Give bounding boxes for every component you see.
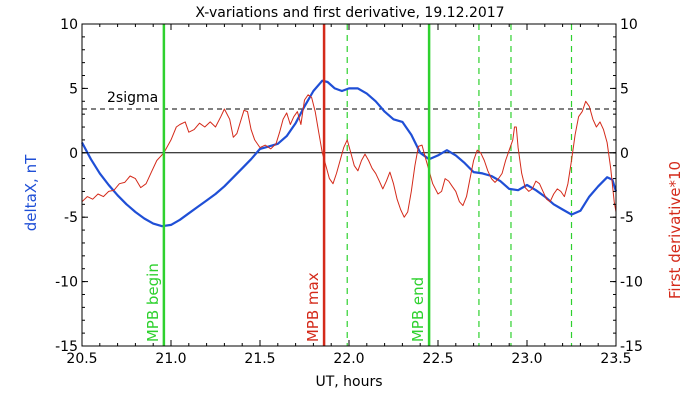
x-tick-label: 20.5 (66, 351, 97, 367)
x-tick-label: 23.5 (600, 351, 631, 367)
marker-label: MPB begin (144, 263, 162, 342)
x-axis-label: UT, hours (315, 374, 382, 390)
x-tick-label: 21.5 (244, 351, 275, 367)
marker-label: MPB max (304, 272, 322, 342)
y-tick-label-left: 5 (69, 81, 78, 97)
x-tick-label: 22.5 (422, 351, 453, 367)
y-tick-label-left: -5 (64, 210, 78, 226)
y-tick-label-right: -15 (620, 339, 643, 355)
y-tick-label-right: 10 (620, 17, 638, 33)
y-tick-label-right: -10 (620, 275, 643, 291)
plot-area: 2sigma MPB begin MPB max MPB end (81, 23, 618, 347)
y-axis-label-left: deltaX, nT (22, 154, 40, 231)
two-sigma-label: 2sigma (107, 90, 158, 106)
x-tick-label: 23.0 (511, 351, 542, 367)
y-tick-label-left: -10 (55, 275, 78, 291)
y-tick-label-right: 5 (620, 81, 629, 97)
x-tick-label: 21.0 (155, 351, 186, 367)
y-tick-label-right: 0 (620, 146, 629, 162)
plot-frame (81, 23, 617, 347)
y-tick-label-left: 0 (69, 146, 78, 162)
y-tick-label-right: -5 (620, 210, 634, 226)
y-tick-label-left: 10 (60, 17, 78, 33)
y-axis-label-right: First derivative*10 (666, 161, 684, 299)
marker-label: MPB end (409, 277, 427, 342)
y-tick-label-left: -15 (55, 339, 78, 355)
x-tick-label: 22.0 (333, 351, 364, 367)
chart-title: X-variations and first derivative, 19.12… (195, 5, 504, 21)
derivative-series-line (81, 94, 617, 218)
axes: 20.5 21.0 21.5 22.0 22.5 23.0 23.5-15 -15-10 -10… (55, 17, 643, 367)
deltaX-series-line (81, 79, 618, 228)
